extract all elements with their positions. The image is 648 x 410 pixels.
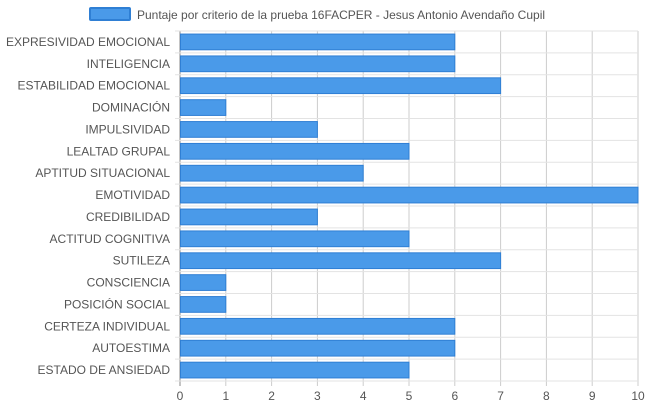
y-axis-label: EMOTIVIDAD	[95, 188, 170, 202]
y-axis-label: LEALTAD GRUPAL	[67, 144, 171, 158]
bar[interactable]	[180, 77, 502, 95]
bar[interactable]	[180, 252, 502, 270]
y-axis-label: EXPRESIVIDAD EMOCIONAL	[6, 35, 170, 49]
x-axis-tick-label: 9	[589, 389, 596, 403]
y-axis-label: DOMINACIÓN	[92, 100, 170, 115]
x-axis-tick-label: 1	[222, 389, 229, 403]
legend[interactable]: Puntaje por criterio de la prueba 16FACP…	[89, 7, 545, 22]
x-axis-tick-label: 10	[631, 389, 645, 403]
bar[interactable]	[180, 164, 364, 182]
x-axis-tick-label: 2	[268, 389, 275, 403]
x-axis-tick-label: 4	[360, 389, 367, 403]
bar[interactable]	[180, 186, 639, 204]
legend-label: Puntaje por criterio de la prueba 16FACP…	[137, 8, 545, 22]
x-axis-tick-label: 8	[543, 389, 550, 403]
bar[interactable]	[180, 230, 410, 248]
y-axis-label: ACTITUD COGNITIVA	[50, 232, 170, 246]
bar[interactable]	[180, 99, 227, 116]
y-axis-label: APTITUD SITUACIONAL	[35, 166, 170, 180]
y-axis-label: CREDIBILIDAD	[86, 210, 170, 224]
bar[interactable]	[180, 317, 456, 335]
bar[interactable]	[180, 274, 227, 291]
bar[interactable]	[180, 33, 456, 51]
legend-swatch	[89, 7, 131, 21]
y-axis-label: CONSCIENCIA	[87, 276, 170, 290]
y-axis-label: IMPULSIVIDAD	[85, 122, 170, 136]
bar[interactable]	[180, 361, 410, 379]
x-axis-tick-label: 6	[451, 389, 458, 403]
y-axis-label: ESTADO DE ANSIEDAD	[38, 363, 171, 377]
x-axis-ticks: 0 1 2 3 4 5 6 7 8 9 10	[177, 389, 645, 403]
bar[interactable]	[180, 55, 456, 73]
bar[interactable]	[180, 339, 456, 357]
bar[interactable]	[180, 296, 227, 313]
x-axis-tick-label: 0	[177, 389, 184, 403]
y-axis-label: POSICIÓN SOCIAL	[64, 296, 170, 311]
x-axis-tick-label: 3	[314, 389, 321, 403]
bar[interactable]	[180, 142, 410, 160]
y-axis-label: SUTILEZA	[113, 254, 170, 268]
x-axis-tick-label: 7	[497, 389, 504, 403]
y-axis-labels: EXPRESIVIDAD EMOCIONAL INTELIGENCIA ESTABI…	[6, 35, 170, 377]
y-axis-label: INTELIGENCIA	[87, 57, 170, 71]
bar[interactable]	[180, 121, 318, 138]
bars	[180, 33, 639, 379]
y-axis-label: CERTEZA INDIVIDUAL	[44, 319, 170, 333]
y-axis-label: AUTOESTIMA	[92, 341, 170, 355]
y-axis-label: ESTABILIDAD EMOCIONAL	[18, 79, 171, 93]
bar[interactable]	[180, 208, 318, 226]
x-axis-tick-label: 5	[406, 389, 413, 403]
